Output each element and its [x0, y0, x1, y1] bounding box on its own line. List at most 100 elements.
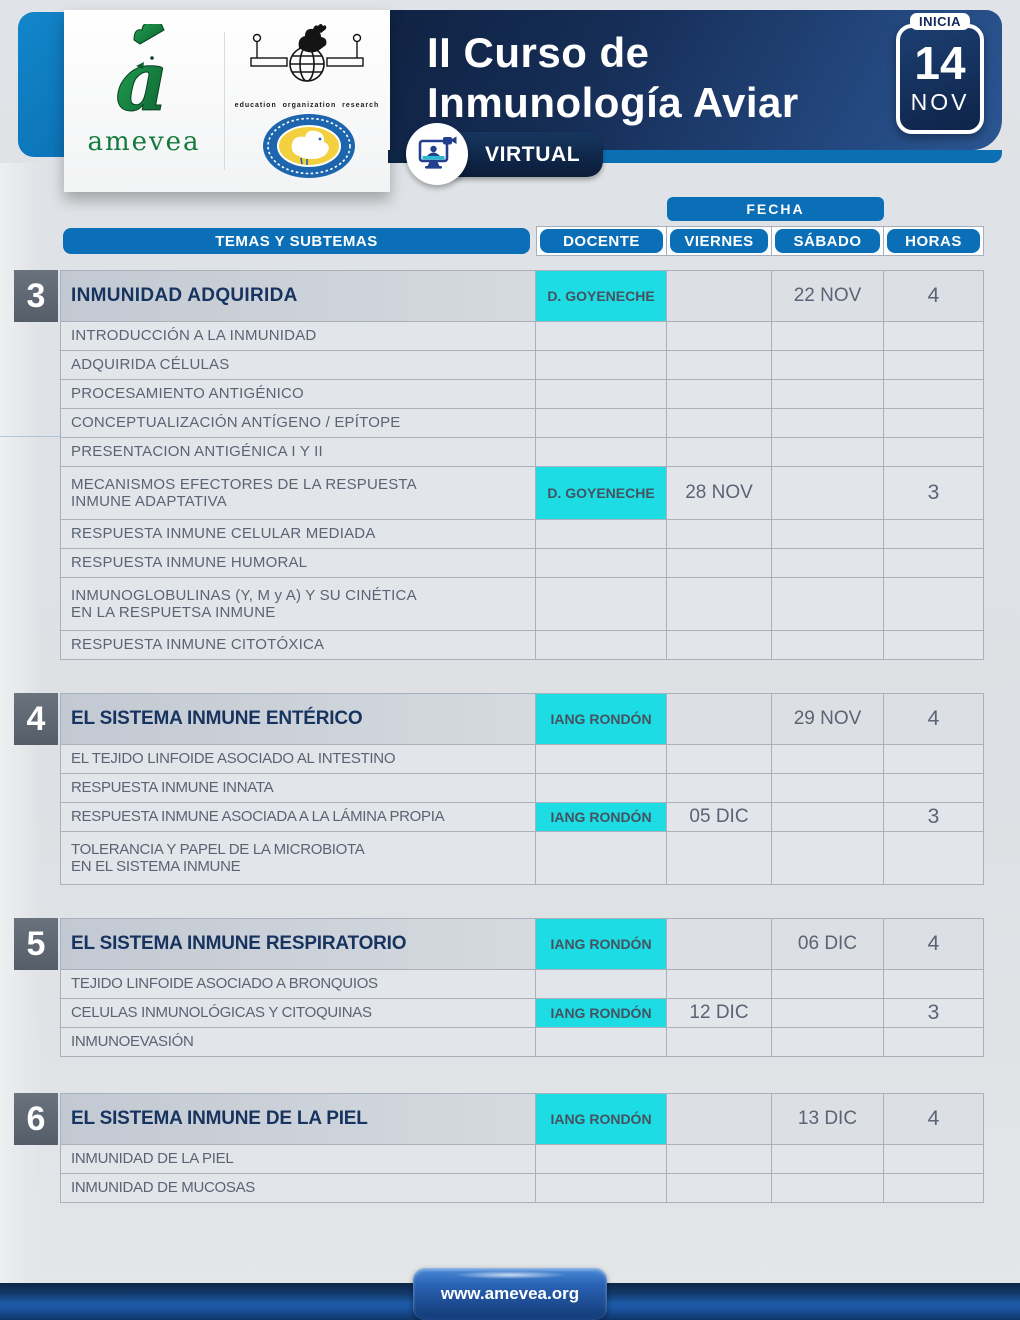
inicia-badge: INICIA 14 NOV	[896, 13, 984, 134]
section-number: 4	[14, 693, 58, 745]
table-row: INMUNOGLOBULINAS (Y, M y A) Y SU CINÉTIC…	[14, 578, 984, 631]
viernes-header-cell: VIERNES	[667, 226, 772, 256]
website-badge[interactable]: www.amevea.org	[413, 1268, 607, 1320]
table-row: CELULAS INMUNOLÓGICAS Y CITOQUINAS IANG …	[14, 999, 984, 1028]
table-row: INMUNIDAD DE MUCOSAS	[14, 1174, 984, 1203]
table-row: ADQUIRIDA CÉLULAS	[14, 351, 984, 380]
topic-cell: INMUNIDAD DE MUCOSAS	[60, 1174, 536, 1203]
docente-cell: D. GOYENECHE	[536, 270, 667, 322]
section-6: 6 EL SISTEMA INMUNE DE LA PIEL IANG ROND…	[14, 1093, 984, 1203]
viernes-cell	[667, 1028, 772, 1057]
docente-cell	[536, 1028, 667, 1057]
docente-cell	[536, 520, 667, 549]
horas-cell: 4	[884, 1093, 984, 1145]
viernes-cell	[667, 351, 772, 380]
sabado-cell	[772, 380, 884, 409]
table-row: RESPUESTA INMUNE HUMORAL	[14, 549, 984, 578]
docente-cell: D. GOYENECHE	[536, 467, 667, 520]
horas-cell: 4	[884, 270, 984, 322]
sabado-cell	[772, 970, 884, 999]
viernes-cell	[667, 832, 772, 885]
topic-cell: INMUNOEVASIÓN	[60, 1028, 536, 1057]
section-title: EL SISTEMA INMUNE DE LA PIEL	[60, 1093, 536, 1145]
docente-cell	[536, 578, 667, 631]
horas-header-cell: HORAS	[884, 226, 984, 256]
viernes-cell	[667, 549, 772, 578]
section-title: EL SISTEMA INMUNE ENTÉRICO	[60, 693, 536, 745]
sabado-cell	[772, 832, 884, 885]
viernes-cell: 12 DIC	[667, 999, 772, 1028]
horas-cell	[884, 578, 984, 631]
section-number: 3	[14, 270, 58, 322]
sabado-cell	[772, 549, 884, 578]
docente-cell	[536, 409, 667, 438]
horas-cell: 3	[884, 467, 984, 520]
logo-card: a amevea	[64, 10, 390, 192]
logo-divider	[224, 32, 225, 170]
viernes-cell	[667, 1093, 772, 1145]
table-row: PROCESAMIENTO ANTIGÉNICO	[14, 380, 984, 409]
viernes-header: VIERNES	[670, 229, 768, 253]
sabado-cell	[772, 631, 884, 660]
docente-cell	[536, 631, 667, 660]
sabado-cell	[772, 438, 884, 467]
viernes-cell	[667, 578, 772, 631]
viernes-cell	[667, 918, 772, 970]
sabado-cell	[772, 1028, 884, 1057]
topic-cell: EL TEJIDO LINFOIDE ASOCIADO AL INTESTINO	[60, 745, 536, 774]
table-row: TEJIDO LINFOIDE ASOCIADO A BRONQUIOS	[14, 970, 984, 999]
svg-text:a: a	[115, 34, 168, 128]
course-title: II Curso de Inmunología Aviar	[427, 28, 897, 127]
fecha-header: FECHA	[667, 197, 884, 221]
temas-header-slot: TEMAS Y SUBTEMAS	[60, 226, 536, 256]
topic-cell: RESPUESTA INMUNE HUMORAL	[60, 549, 536, 578]
table-row: RESPUESTA INMUNE CITOTÓXICA	[14, 631, 984, 660]
viernes-cell: 05 DIC	[667, 803, 772, 832]
topic-cell: RESPUESTA INMUNE CELULAR MEDIADA	[60, 520, 536, 549]
table-row: CONCEPTUALIZACIÓN ANTÍGENO / EPÍTOPE	[14, 409, 984, 438]
sabado-cell	[772, 578, 884, 631]
sabado-cell	[772, 351, 884, 380]
docente-cell	[536, 351, 667, 380]
video-call-icon	[418, 136, 457, 169]
section-3: 3 INMUNIDAD ADQUIRIDA D. GOYENECHE 22 NO…	[14, 270, 984, 660]
inicia-label: INICIA	[910, 13, 970, 30]
section-number: 5	[14, 918, 58, 970]
horas-cell	[884, 1145, 984, 1174]
docente-cell	[536, 380, 667, 409]
section-title: INMUNIDAD ADQUIRIDA	[60, 270, 536, 322]
sabado-cell: 13 DIC	[772, 1093, 884, 1145]
sabado-cell	[772, 467, 884, 520]
topic-cell: PROCESAMIENTO ANTIGÉNICO	[60, 380, 536, 409]
sabado-cell: 22 NOV	[772, 270, 884, 322]
horas-cell	[884, 520, 984, 549]
header-banner	[300, 10, 1002, 150]
docente-cell: IANG RONDÓN	[536, 693, 667, 745]
viernes-cell	[667, 631, 772, 660]
viernes-cell	[667, 774, 772, 803]
header-accent-strip	[560, 150, 1002, 163]
inicia-day: 14	[914, 37, 966, 89]
docente-cell: IANG RONDÓN	[536, 999, 667, 1028]
course-title-line1: II Curso de	[427, 29, 650, 76]
docente-cell	[536, 549, 667, 578]
virtual-label: VIRTUAL	[485, 142, 581, 166]
docente-cell	[536, 774, 667, 803]
website-url: www.amevea.org	[440, 1284, 580, 1303]
header-spacer	[14, 226, 60, 256]
docente-cell	[536, 438, 667, 467]
sabado-header-cell: SÁBADO	[772, 226, 884, 256]
poultry-association-icon	[263, 114, 355, 178]
horas-cell	[884, 774, 984, 803]
docente-cell: IANG RONDÓN	[536, 803, 667, 832]
docente-cell	[536, 832, 667, 885]
education-caption: education organization research	[234, 102, 380, 109]
horas-cell: 3	[884, 803, 984, 832]
horas-cell: 4	[884, 918, 984, 970]
horas-cell: 3	[884, 999, 984, 1028]
sabado-cell	[772, 999, 884, 1028]
section-4: 4 EL SISTEMA INMUNE ENTÉRICO IANG RONDÓN…	[14, 693, 984, 885]
course-title-line2: Inmunología Aviar	[427, 78, 799, 126]
horas-cell	[884, 631, 984, 660]
docente-header-cell: DOCENTE	[536, 226, 667, 256]
